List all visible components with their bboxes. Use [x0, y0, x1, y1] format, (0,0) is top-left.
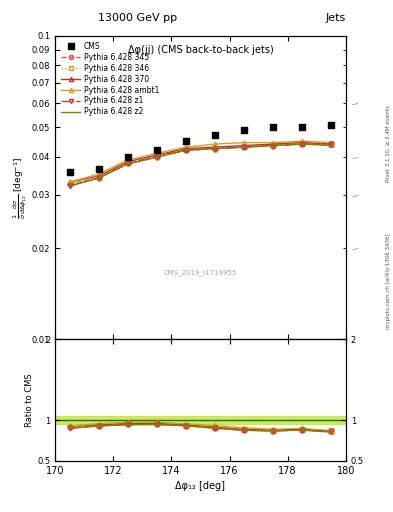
- Pythia 6.428 z2: [271, 142, 275, 148]
- Pythia 6.428 345: [213, 145, 217, 152]
- CMS: [328, 120, 334, 129]
- Pythia 6.428 346: [96, 175, 101, 181]
- CMS: [66, 168, 73, 177]
- CMS: [95, 164, 102, 173]
- Pythia 6.428 z2: [300, 141, 305, 147]
- Pythia 6.428 ambt1: [213, 141, 217, 147]
- Line: Pythia 6.428 345: Pythia 6.428 345: [67, 142, 334, 186]
- CMS: [183, 137, 189, 145]
- Text: mcplots.cern.ch [arXiv:1306.3436]: mcplots.cern.ch [arXiv:1306.3436]: [386, 234, 391, 329]
- Pythia 6.428 346: [329, 141, 334, 147]
- X-axis label: Δφ₁₂ [deg]: Δφ₁₂ [deg]: [175, 481, 226, 491]
- CMS: [270, 123, 276, 131]
- Pythia 6.428 370: [184, 145, 188, 152]
- Line: Pythia 6.428 z1: Pythia 6.428 z1: [67, 142, 334, 188]
- Pythia 6.428 ambt1: [300, 138, 305, 144]
- CMS: [154, 146, 160, 154]
- Pythia 6.428 ambt1: [242, 139, 246, 145]
- Pythia 6.428 z1: [300, 141, 305, 147]
- Pythia 6.428 370: [300, 139, 305, 145]
- Pythia 6.428 345: [184, 147, 188, 153]
- Pythia 6.428 345: [271, 142, 275, 148]
- Pythia 6.428 345: [242, 144, 246, 150]
- CMS: [299, 123, 305, 131]
- Pythia 6.428 346: [154, 154, 159, 160]
- Pythia 6.428 z2: [329, 142, 334, 148]
- Pythia 6.428 z2: [184, 147, 188, 153]
- Pythia 6.428 346: [242, 144, 246, 150]
- Pythia 6.428 z1: [125, 160, 130, 166]
- Pythia 6.428 346: [67, 181, 72, 187]
- Pythia 6.428 z1: [271, 142, 275, 148]
- CMS: [125, 153, 131, 161]
- Pythia 6.428 z2: [154, 154, 159, 160]
- Pythia 6.428 370: [154, 152, 159, 158]
- Pythia 6.428 z1: [184, 147, 188, 153]
- Pythia 6.428 z2: [242, 144, 246, 150]
- Text: 13000 GeV pp: 13000 GeV pp: [98, 13, 177, 23]
- Pythia 6.428 345: [67, 181, 72, 187]
- Pythia 6.428 z1: [242, 144, 246, 150]
- Pythia 6.428 ambt1: [329, 139, 334, 145]
- Pythia 6.428 370: [125, 159, 130, 165]
- Pythia 6.428 370: [329, 141, 334, 147]
- Text: Jets: Jets: [325, 13, 346, 23]
- Pythia 6.428 346: [184, 147, 188, 153]
- Pythia 6.428 345: [125, 160, 130, 166]
- Pythia 6.428 345: [300, 141, 305, 147]
- Pythia 6.428 z1: [67, 183, 72, 189]
- CMS: [212, 131, 218, 139]
- Pythia 6.428 346: [271, 142, 275, 148]
- Line: Pythia 6.428 346: Pythia 6.428 346: [67, 142, 334, 186]
- Pythia 6.428 z1: [213, 145, 217, 152]
- Pythia 6.428 370: [67, 179, 72, 185]
- Line: Pythia 6.428 z2: Pythia 6.428 z2: [70, 144, 331, 186]
- Line: Pythia 6.428 370: Pythia 6.428 370: [67, 140, 334, 184]
- Pythia 6.428 346: [125, 160, 130, 166]
- CMS: [241, 126, 247, 134]
- Pythia 6.428 ambt1: [184, 144, 188, 150]
- Pythia 6.428 z2: [213, 145, 217, 152]
- Pythia 6.428 z1: [154, 154, 159, 160]
- Text: Δφ(jj) (CMS back-to-back jets): Δφ(jj) (CMS back-to-back jets): [128, 45, 273, 55]
- Y-axis label: $\frac{1}{\bar{\sigma}} \frac{d\sigma}{d\Delta\phi_{12}}$ [deg$^{-1}$]: $\frac{1}{\bar{\sigma}} \frac{d\sigma}{d…: [11, 157, 29, 219]
- Pythia 6.428 370: [271, 141, 275, 147]
- Y-axis label: Ratio to CMS: Ratio to CMS: [25, 373, 34, 427]
- Pythia 6.428 370: [213, 144, 217, 150]
- Pythia 6.428 345: [154, 154, 159, 160]
- Pythia 6.428 370: [96, 173, 101, 179]
- Pythia 6.428 370: [242, 142, 246, 148]
- Pythia 6.428 ambt1: [125, 157, 130, 163]
- Pythia 6.428 z1: [329, 141, 334, 147]
- Pythia 6.428 z1: [96, 175, 101, 181]
- Text: CMS_2019_I1719955: CMS_2019_I1719955: [164, 269, 237, 276]
- Pythia 6.428 346: [213, 145, 217, 152]
- Pythia 6.428 ambt1: [271, 139, 275, 145]
- Pythia 6.428 z2: [96, 175, 101, 181]
- Bar: [55, 416, 346, 424]
- Pythia 6.428 345: [329, 141, 334, 147]
- Pythia 6.428 z2: [125, 161, 130, 167]
- Pythia 6.428 ambt1: [67, 179, 72, 185]
- Pythia 6.428 346: [300, 141, 305, 147]
- Legend: CMS, Pythia 6.428 345, Pythia 6.428 346, Pythia 6.428 370, Pythia 6.428 ambt1, P: CMS, Pythia 6.428 345, Pythia 6.428 346,…: [59, 39, 162, 119]
- Line: Pythia 6.428 ambt1: Pythia 6.428 ambt1: [67, 139, 334, 184]
- Pythia 6.428 ambt1: [154, 151, 159, 157]
- Pythia 6.428 345: [96, 175, 101, 181]
- Pythia 6.428 z2: [67, 183, 72, 189]
- Pythia 6.428 ambt1: [96, 171, 101, 177]
- Text: Rivet 3.1.10, ≥ 3.4M events: Rivet 3.1.10, ≥ 3.4M events: [386, 105, 391, 182]
